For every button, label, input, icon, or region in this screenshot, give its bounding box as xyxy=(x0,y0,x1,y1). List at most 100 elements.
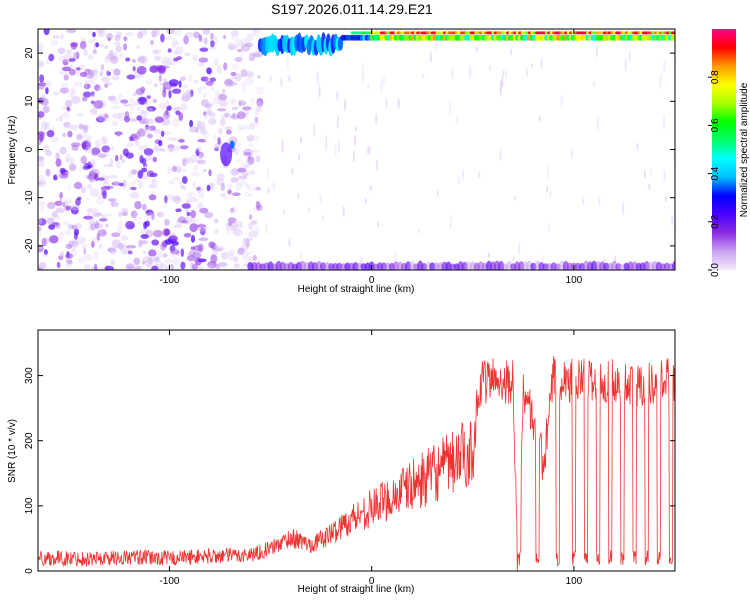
speckle xyxy=(169,148,174,153)
speckle xyxy=(115,45,122,53)
speckle xyxy=(168,59,176,66)
speckle xyxy=(118,182,124,187)
speckle xyxy=(168,79,179,86)
faint-streak xyxy=(449,213,452,224)
x-tick-label: 100 xyxy=(566,275,583,286)
speckle xyxy=(83,264,91,270)
speckle xyxy=(67,130,73,138)
speckle xyxy=(171,137,181,142)
speckle xyxy=(46,130,55,138)
faint-streak xyxy=(499,148,502,162)
speckle xyxy=(82,166,90,170)
speckle xyxy=(230,71,237,77)
speckle xyxy=(94,251,99,260)
speckle xyxy=(71,95,81,105)
speckle xyxy=(256,204,263,211)
colorbar-tick-label: 0.4 xyxy=(710,166,721,180)
speckle xyxy=(175,208,182,213)
speckle xyxy=(206,67,212,75)
speckle xyxy=(226,129,232,135)
speckle xyxy=(197,202,204,209)
speckle xyxy=(218,93,227,101)
speckle xyxy=(141,167,147,173)
faint-streak xyxy=(462,169,464,181)
speckle xyxy=(136,106,141,111)
speckle xyxy=(95,42,100,48)
speckle xyxy=(63,74,69,81)
speckle xyxy=(248,213,253,221)
speckle xyxy=(106,71,111,76)
speckle xyxy=(229,98,236,105)
speckle xyxy=(131,169,137,175)
speckle xyxy=(87,53,94,60)
speckle xyxy=(145,220,150,227)
speckle xyxy=(210,32,214,40)
speckle xyxy=(96,29,104,35)
y-tick-label: 300 xyxy=(24,367,35,384)
speckle xyxy=(214,57,219,66)
speckle xyxy=(197,191,205,199)
speckle xyxy=(163,78,168,83)
speckle xyxy=(46,217,55,225)
speckle xyxy=(115,31,123,38)
speckle xyxy=(168,179,175,185)
speckle xyxy=(120,207,129,214)
speckle xyxy=(118,220,123,226)
speckle xyxy=(83,247,87,255)
speckle xyxy=(138,180,143,189)
speckle xyxy=(66,123,71,130)
faint-streak xyxy=(336,115,339,129)
speckle xyxy=(241,44,251,52)
speckle xyxy=(202,101,211,106)
speckle xyxy=(201,37,207,44)
speckle xyxy=(244,170,250,175)
speckle xyxy=(122,103,132,108)
speckle xyxy=(184,52,191,57)
speckle xyxy=(58,198,63,205)
speckle xyxy=(59,167,66,174)
speckle xyxy=(238,100,246,106)
faint-streak xyxy=(368,145,371,155)
speckle xyxy=(238,51,245,57)
speckle xyxy=(167,193,175,201)
figure-title: S197.2026.011.14.29.E21 xyxy=(271,1,433,17)
speckle xyxy=(246,134,255,142)
speckle xyxy=(82,128,89,137)
speckle xyxy=(189,92,193,98)
speckle xyxy=(166,29,175,35)
bottom-band xyxy=(643,261,650,270)
local-maximum-core xyxy=(229,140,235,149)
speckle xyxy=(38,42,44,51)
speckle xyxy=(139,110,149,119)
spectrogram-y-label: Frequency (Hz) xyxy=(7,116,18,185)
speckle xyxy=(168,90,172,99)
colorbar-ticks: 0.0 0.2 0.4 0.6 0.8 xyxy=(708,70,721,277)
faint-streak xyxy=(622,201,625,216)
faint-streak xyxy=(375,113,378,125)
speckle xyxy=(254,116,259,124)
speckle xyxy=(208,112,216,118)
speckle xyxy=(174,165,182,173)
speckle xyxy=(226,222,233,226)
speckle xyxy=(50,136,60,143)
speckle xyxy=(141,173,149,180)
speckle xyxy=(196,186,201,191)
speckle xyxy=(170,195,179,202)
speckle xyxy=(68,68,76,76)
faint-streak xyxy=(512,255,515,265)
snr-y-ticks: 0 100 200 300 xyxy=(24,367,675,574)
speckle xyxy=(54,200,63,207)
speckle xyxy=(251,29,259,32)
speckle xyxy=(103,185,114,190)
faint-streak xyxy=(560,95,563,109)
speckle xyxy=(60,33,64,40)
speckle xyxy=(123,43,128,51)
speckle xyxy=(88,29,92,34)
speckle xyxy=(88,173,96,183)
speckle xyxy=(199,207,209,214)
speckle xyxy=(83,48,88,56)
speckle xyxy=(67,184,72,190)
speckle xyxy=(43,249,48,256)
speckle xyxy=(244,42,253,48)
speckle xyxy=(154,260,163,268)
